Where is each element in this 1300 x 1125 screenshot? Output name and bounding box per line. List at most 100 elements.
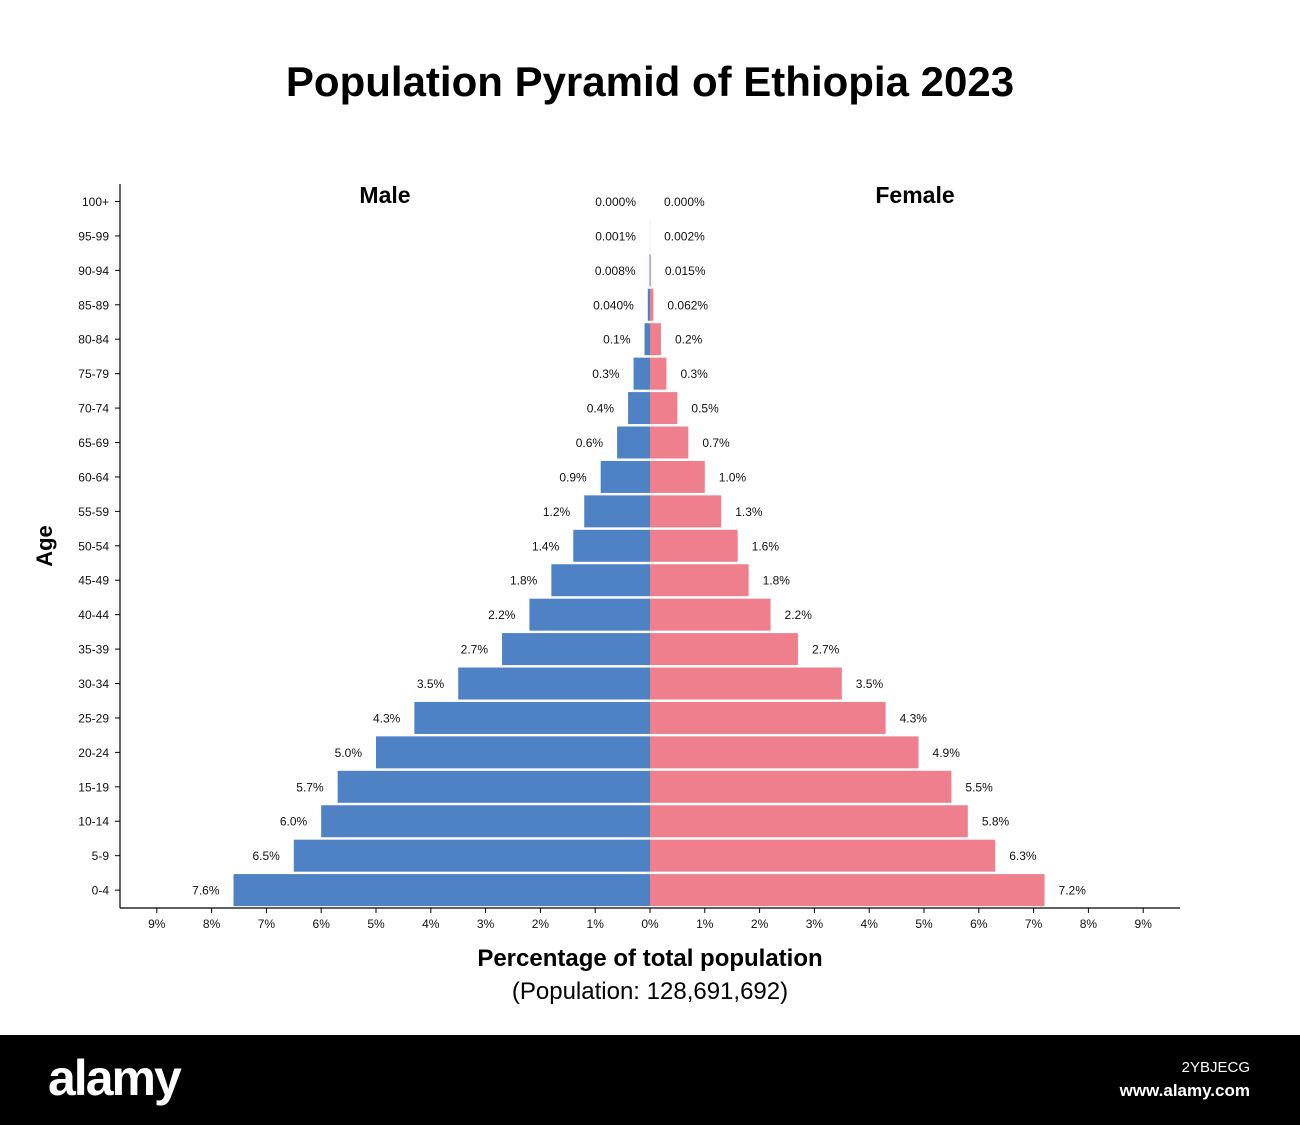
bar-female-45-49 <box>650 564 749 597</box>
bar-male-65-69 <box>617 426 650 459</box>
y-tick-label: 70-74 <box>78 402 109 416</box>
data-label-male: 3.5% <box>417 677 445 691</box>
y-tick-label: 10-14 <box>78 815 109 829</box>
bar-male-50-54 <box>573 529 650 562</box>
x-axis-subtitle: (Population: 128,691,692) <box>512 978 788 1005</box>
y-tick-label: 15-19 <box>78 780 109 794</box>
data-label-male: 0.008% <box>595 264 636 278</box>
data-label-female: 2.2% <box>785 608 813 622</box>
data-label-male: 6.0% <box>280 815 308 829</box>
x-tick-label: 3% <box>477 917 495 931</box>
y-tick-label: 45-49 <box>78 574 109 588</box>
bar-female-30-34 <box>650 667 842 700</box>
bar-female-85-89 <box>650 288 654 321</box>
y-tick-label: 90-94 <box>78 264 109 278</box>
bar-female-10-14 <box>650 805 968 838</box>
data-label-male: 7.6% <box>192 884 220 898</box>
y-tick-label: 5-9 <box>92 849 110 863</box>
x-tick-label: 2% <box>751 917 769 931</box>
bar-female-75-79 <box>650 357 667 390</box>
data-label-male: 5.0% <box>335 746 363 760</box>
y-tick-label: 60-64 <box>78 470 109 484</box>
x-tick-label: 7% <box>258 917 276 931</box>
y-tick-label: 100+ <box>82 195 109 209</box>
data-label-female: 2.7% <box>812 643 840 657</box>
data-label-female: 0.2% <box>675 333 703 347</box>
y-tick-label: 0-4 <box>92 884 110 898</box>
bar-male-5-9 <box>293 839 650 872</box>
bar-female-70-74 <box>650 392 678 425</box>
data-label-female: 0.062% <box>667 298 708 312</box>
y-tick-label: 40-44 <box>78 608 109 622</box>
data-label-male: 5.7% <box>296 780 324 794</box>
data-label-male: 0.040% <box>593 298 634 312</box>
x-tick-label: 5% <box>367 917 385 931</box>
data-label-female: 6.3% <box>1009 849 1037 863</box>
data-label-female: 4.9% <box>933 746 961 760</box>
x-tick-label: 7% <box>1025 917 1043 931</box>
x-tick-label: 6% <box>313 917 331 931</box>
x-tick-label: 9% <box>1135 917 1153 931</box>
x-tick-label: 4% <box>422 917 440 931</box>
bar-male-30-34 <box>458 667 650 700</box>
data-label-female: 1.6% <box>752 539 780 553</box>
bar-female-40-44 <box>650 598 771 631</box>
x-tick-label: 6% <box>970 917 988 931</box>
data-label-male: 1.4% <box>532 539 560 553</box>
data-label-female: 0.3% <box>680 367 708 381</box>
x-tick-label: 2% <box>532 917 550 931</box>
bar-male-10-14 <box>321 805 650 838</box>
x-tick-label: 0% <box>641 917 659 931</box>
data-label-female: 3.5% <box>856 677 884 691</box>
chart-canvas: Population Pyramid of Ethiopia 2023 Male F… <box>32 58 1180 1005</box>
x-tick-label: 4% <box>861 917 879 931</box>
y-tick-label: 55-59 <box>78 505 109 519</box>
bar-female-60-64 <box>650 460 705 493</box>
data-label-female: 0.7% <box>702 436 730 450</box>
data-label-male: 1.8% <box>510 574 538 588</box>
bar-female-55-59 <box>650 495 722 528</box>
y-tick-label: 65-69 <box>78 436 109 450</box>
data-label-male: 0.6% <box>576 436 604 450</box>
y-tick-label: 85-89 <box>78 298 109 312</box>
bar-female-80-84 <box>650 323 661 356</box>
population-pyramid-chart: Population Pyramid of Ethiopia 2023 Male F… <box>32 58 1180 1005</box>
data-label-female: 1.8% <box>763 574 791 588</box>
data-label-male: 4.3% <box>373 711 401 725</box>
data-label-male: 1.2% <box>543 505 571 519</box>
x-axis-title: Percentage of total population <box>477 945 822 972</box>
bar-male-60-64 <box>600 460 650 493</box>
bar-female-5-9 <box>650 839 996 872</box>
bar-female-20-24 <box>650 736 919 769</box>
x-tick-label: 5% <box>915 917 933 931</box>
bar-male-15-19 <box>337 770 650 803</box>
data-label-male: 2.7% <box>461 643 489 657</box>
y-tick-label: 20-24 <box>78 746 109 760</box>
series-header-female: Female <box>875 182 954 208</box>
data-label-male: 2.2% <box>488 608 516 622</box>
bar-male-40-44 <box>529 598 650 631</box>
y-tick-label: 25-29 <box>78 711 109 725</box>
y-tick-label: 35-39 <box>78 643 109 657</box>
watermark-url: www.alamy.com <box>1119 1081 1250 1100</box>
y-tick-label: 50-54 <box>78 539 109 553</box>
data-label-male: 0.1% <box>603 333 631 347</box>
bar-female-35-39 <box>650 633 798 666</box>
x-tick-label: 1% <box>587 917 605 931</box>
watermark-footer: alamy 2YBJECG www.alamy.com <box>0 1035 1300 1125</box>
bar-male-70-74 <box>628 392 650 425</box>
bar-female-25-29 <box>650 701 886 734</box>
data-label-male: 0.4% <box>587 402 615 416</box>
bar-female-15-19 <box>650 770 952 803</box>
bar-male-75-79 <box>633 357 650 390</box>
data-label-male: 0.000% <box>595 195 636 209</box>
alamy-logo: alamy <box>48 1050 182 1106</box>
bar-male-55-59 <box>584 495 650 528</box>
x-tick-label: 3% <box>806 917 824 931</box>
series-header-male: Male <box>359 182 410 208</box>
bar-male-35-39 <box>502 633 650 666</box>
x-tick-label: 8% <box>203 917 221 931</box>
y-tick-label: 80-84 <box>78 333 109 347</box>
bar-male-45-49 <box>551 564 650 597</box>
data-label-male: 0.001% <box>595 229 636 243</box>
